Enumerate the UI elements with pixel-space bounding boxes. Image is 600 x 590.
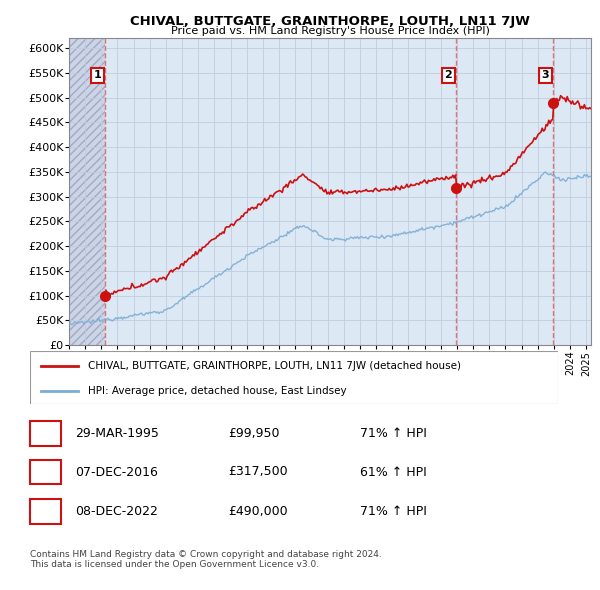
Text: 3: 3 (542, 70, 549, 80)
Text: Price paid vs. HM Land Registry's House Price Index (HPI): Price paid vs. HM Land Registry's House … (170, 26, 490, 36)
Text: CHIVAL, BUTTGATE, GRAINTHORPE, LOUTH, LN11 7JW: CHIVAL, BUTTGATE, GRAINTHORPE, LOUTH, LN… (130, 15, 530, 28)
Bar (69, 38, 105, 345)
Text: 61% ↑ HPI: 61% ↑ HPI (360, 466, 427, 478)
Text: 71% ↑ HPI: 71% ↑ HPI (360, 427, 427, 440)
Text: 71% ↑ HPI: 71% ↑ HPI (360, 505, 427, 518)
Text: 08-DEC-2022: 08-DEC-2022 (75, 505, 158, 518)
Text: 07-DEC-2016: 07-DEC-2016 (75, 466, 158, 478)
Text: Contains HM Land Registry data © Crown copyright and database right 2024.
This d: Contains HM Land Registry data © Crown c… (30, 550, 382, 569)
Text: CHIVAL, BUTTGATE, GRAINTHORPE, LOUTH, LN11 7JW (detached house): CHIVAL, BUTTGATE, GRAINTHORPE, LOUTH, LN… (88, 361, 461, 371)
Text: 2: 2 (445, 70, 452, 80)
Text: £317,500: £317,500 (228, 466, 287, 478)
Text: 29-MAR-1995: 29-MAR-1995 (75, 427, 159, 440)
Text: 1: 1 (94, 70, 101, 80)
Text: £490,000: £490,000 (228, 505, 287, 518)
Text: 3: 3 (41, 505, 50, 518)
Text: £99,950: £99,950 (228, 427, 280, 440)
Text: 2: 2 (41, 466, 50, 478)
Text: 1: 1 (41, 427, 50, 440)
Text: HPI: Average price, detached house, East Lindsey: HPI: Average price, detached house, East… (88, 386, 347, 396)
